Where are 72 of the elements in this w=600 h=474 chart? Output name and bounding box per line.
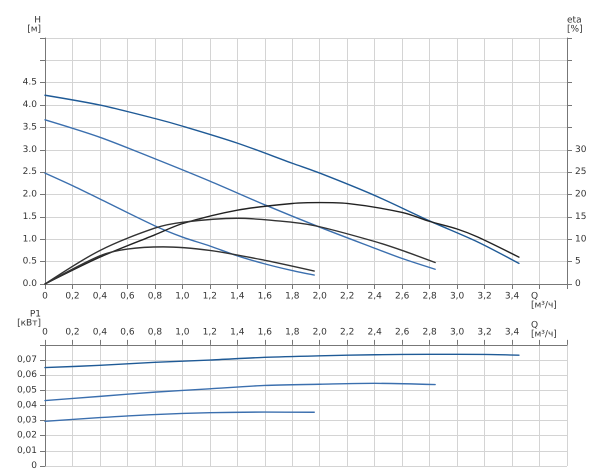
x-tick-label: 3,2 xyxy=(477,327,492,338)
y2-tick-label: 25 xyxy=(575,167,586,178)
x-tick-label: 2,2 xyxy=(340,292,354,302)
x-tick-label: 0,2 xyxy=(65,327,80,338)
x-tick-label: 2,6 xyxy=(394,292,410,302)
y-tick-label: 1.5 xyxy=(22,212,37,222)
line-series xyxy=(44,172,315,276)
y-tick-label: 1.0 xyxy=(22,234,38,244)
y2-tick-label: 30 xyxy=(575,144,587,155)
x-tick-label: 2,4 xyxy=(368,327,382,338)
x-tick-label: 1,2 xyxy=(202,327,218,338)
x-tick-label: 0,8 xyxy=(148,327,162,338)
x-tick-label: 3,2 xyxy=(477,292,492,302)
line-series xyxy=(44,94,520,264)
x-tick-label: 0,8 xyxy=(148,292,162,302)
x-axis-title: Q [м³/ч] xyxy=(531,292,557,310)
x-tick-label: 3,4 xyxy=(504,292,520,302)
x-axis-title: Q [м³/ч] xyxy=(531,320,557,340)
line-series xyxy=(44,382,436,402)
x-tick-label: 2,8 xyxy=(422,292,438,302)
y-tick-label: 2.5 xyxy=(22,167,37,178)
x-tick-label: 3,0 xyxy=(450,292,465,302)
x-tick-label: 1,6 xyxy=(258,327,272,338)
x-tick-label: 0 xyxy=(42,292,48,302)
x-tick-label: 2,2 xyxy=(340,327,354,338)
x-tick-label: 1,8 xyxy=(285,292,300,302)
x-tick-label: 1,0 xyxy=(175,292,190,302)
line-series xyxy=(44,119,436,270)
x-tick-label: 2,8 xyxy=(422,327,438,338)
y2-tick-label: 15 xyxy=(575,212,586,222)
x-tick-label: 0 xyxy=(42,327,48,338)
x-tick-label: 1,4 xyxy=(230,327,245,338)
y-tick-label: 0,01 xyxy=(16,446,37,456)
x-tick-label: 1,8 xyxy=(285,327,300,338)
y2-axis-title: eta [%] xyxy=(567,16,583,34)
y-tick-label: 0,04 xyxy=(16,400,38,410)
x-tick-label: 1,2 xyxy=(202,292,218,302)
y2-tick-label: 5 xyxy=(575,256,581,267)
x-tick-label: 0,6 xyxy=(120,327,135,338)
x-tick-label: 3,4 xyxy=(504,327,520,338)
line-series xyxy=(44,354,520,368)
y-tick-label: 0.0 xyxy=(22,279,38,289)
y-tick-label: 0,07 xyxy=(16,355,37,366)
x-tick-label: 1,6 xyxy=(258,292,272,302)
y2-tick-label: 0 xyxy=(575,279,581,289)
x-tick-label: 0,6 xyxy=(120,292,135,302)
x-tick-label: 0,4 xyxy=(92,327,108,338)
x-tick-label: 2,4 xyxy=(368,292,382,302)
y-tick-label: 2.0 xyxy=(22,190,38,200)
x-tick-label: 1,0 xyxy=(175,327,190,338)
y2-tick-label: 20 xyxy=(575,190,587,200)
x-tick-label: 0,4 xyxy=(92,292,108,302)
y-tick-label: 4.0 xyxy=(22,100,38,110)
x-tick-label: 0,2 xyxy=(65,292,80,302)
y-tick-label: 3.0 xyxy=(22,144,38,155)
y-axis-title: H [м] xyxy=(27,16,41,34)
y-tick-label: 3.5 xyxy=(22,122,37,132)
x-tick-label: 2,0 xyxy=(312,327,328,338)
y-tick-label: 0,05 xyxy=(16,385,37,396)
y-tick-label: 0,03 xyxy=(16,416,37,426)
y-tick-label: 0,06 xyxy=(16,370,38,380)
y-tick-label: 0.5 xyxy=(22,256,37,267)
line-series xyxy=(44,411,315,422)
x-tick-label: 2,6 xyxy=(394,327,410,338)
x-tick-label: 2,0 xyxy=(312,292,328,302)
x-tick-label: 3,0 xyxy=(450,327,465,338)
y-tick-label: 0,02 xyxy=(16,430,37,441)
y-tick-label: 4.5 xyxy=(22,78,37,88)
y-axis-title: P1 [кВт] xyxy=(17,310,41,328)
y2-tick-label: 10 xyxy=(575,234,587,244)
x-tick-label: 1,4 xyxy=(230,292,245,302)
y-tick-label: 0 xyxy=(31,461,38,471)
